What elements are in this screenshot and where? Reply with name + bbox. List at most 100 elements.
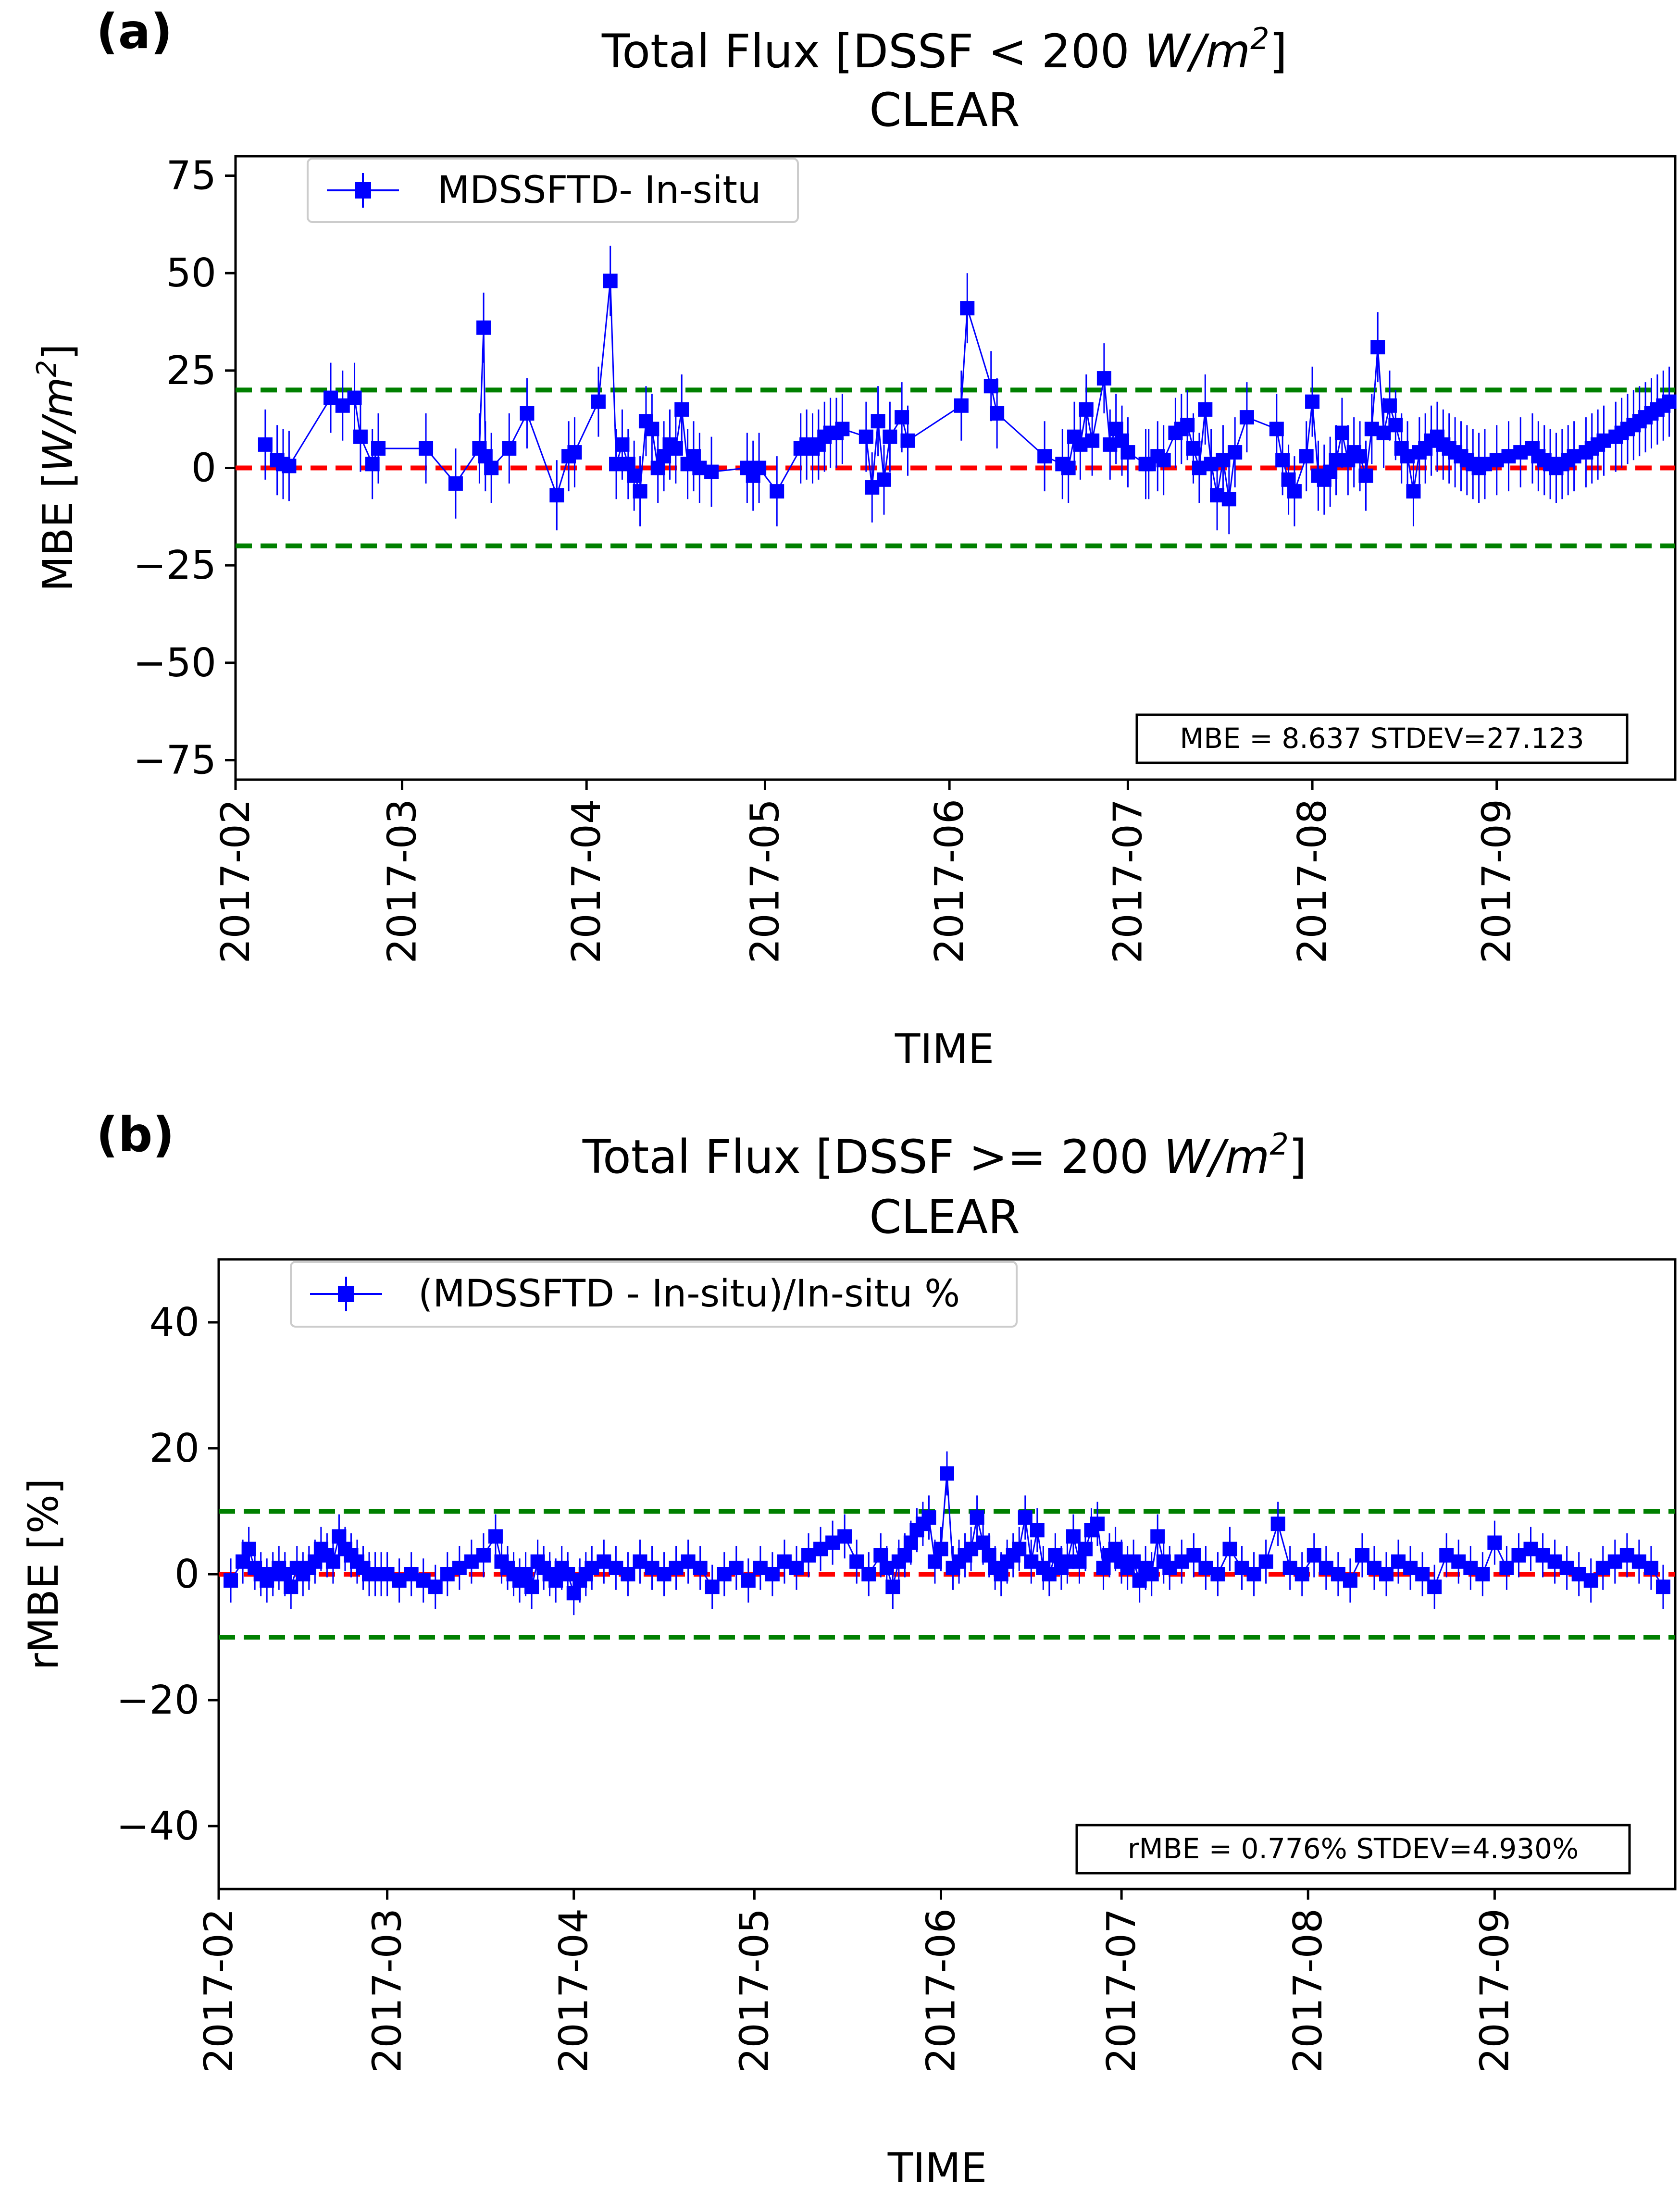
panel-a-data-point (1334, 425, 1349, 440)
panel-b-data-point (741, 1573, 756, 1588)
panel-a-data-point (1287, 484, 1302, 499)
panel-b-title: Total Flux [DSSF >= 200 W/m2] (582, 1127, 1307, 1184)
panel-b-data-point (729, 1560, 744, 1575)
panel-a-xtick-label: 2017-09 (1474, 799, 1520, 964)
panel-b-data-point (1427, 1579, 1442, 1594)
panel-a-legend: MDSSFTD- In-situ (307, 158, 799, 223)
panel-b-data-point (241, 1542, 256, 1556)
panel-b-data-point (681, 1554, 696, 1569)
panel-b-data-point (994, 1567, 1008, 1581)
panel-b-data-point (566, 1586, 581, 1601)
panel-b-data-point (621, 1567, 635, 1581)
panel-a-data-point (347, 390, 362, 405)
panel-b-data-point (777, 1554, 792, 1569)
panel-b-data-point (1439, 1548, 1454, 1563)
panel-a-data-point (900, 433, 915, 448)
panel-b-data-point (1331, 1567, 1345, 1581)
panel-b-data-point (1210, 1567, 1225, 1581)
panel-a-data-point (752, 460, 767, 475)
panel-b-ytick-label: 20 (149, 1426, 199, 1471)
panel-a-xtick-label: 2017-07 (1105, 799, 1151, 964)
panel-b-data-point (1355, 1548, 1369, 1563)
panel-a-ytick-label: −50 (133, 640, 216, 686)
panel-a-ytick-label: −75 (133, 737, 216, 783)
panel-b-data-point (428, 1579, 443, 1594)
panel-a-xtick-label: 2017-05 (742, 799, 788, 964)
panel-b-data-point (404, 1567, 419, 1581)
panel-b-data-point (645, 1560, 660, 1575)
panel-b-xtick-label: 2017-04 (551, 1908, 597, 2073)
panel-a-ylabel: MBE [W/m2] (31, 344, 82, 591)
panel-b-subtitle: CLEAR (869, 1190, 1020, 1244)
panel-b-data-point (885, 1579, 900, 1594)
panel-a-xtick-label: 2017-04 (564, 799, 610, 964)
panel-b-data-point (1607, 1554, 1622, 1569)
panel-a-xtick-label: 2017-06 (927, 799, 972, 964)
panel-b-legend-box (290, 1261, 1018, 1328)
panel-a-data-point (476, 320, 491, 335)
panel-a-data-point (371, 441, 386, 456)
panel-b-stats-text: rMBE = 0.776% STDEV=4.930% (1128, 1832, 1579, 1865)
panel-b-data-point (765, 1567, 780, 1581)
panel-b-data-point (1487, 1535, 1502, 1550)
panel-b-legend-marker (338, 1286, 354, 1302)
panel-a-data-point (1120, 445, 1135, 460)
panel-a-data-point (1239, 410, 1254, 425)
panel-b-data-point (1174, 1554, 1189, 1569)
panel-b-label: (b) (96, 1107, 174, 1163)
panel-b-data-point (1108, 1542, 1123, 1556)
panel-a-data-point (674, 402, 689, 417)
panel-b-data-point (1643, 1560, 1658, 1575)
panel-b-data-point (927, 1554, 942, 1569)
panel-b-data-point (705, 1579, 720, 1594)
panel-a-data-point (954, 398, 969, 413)
panel-b-data-point (1078, 1542, 1093, 1556)
panel-b-data-point (879, 1560, 894, 1575)
panel-b-data-point (1583, 1573, 1598, 1588)
panel-b-data-point (753, 1560, 768, 1575)
panel-a-data-point (1061, 460, 1076, 475)
panel-b-data-point (1631, 1554, 1646, 1569)
panel-b-data-point (633, 1554, 647, 1569)
panel-b-data-point (1559, 1560, 1574, 1575)
panel-b-data-point (1367, 1560, 1381, 1575)
panel-a-data-point (895, 410, 909, 425)
panel-b-data-point (1198, 1560, 1213, 1575)
panel-a-ytick-label: 50 (166, 250, 216, 296)
panel-a-legend-text: MDSSFTD- In-situ (437, 169, 761, 212)
panel-a-data-point (1388, 418, 1403, 433)
panel-b-data-point (982, 1548, 996, 1563)
panel-b-data-point (609, 1560, 623, 1575)
panel-a-data-point (1228, 445, 1243, 460)
panel-a: (a) Total Flux [DSSF < 200 W/m2] CLEAR 7… (31, 3, 1677, 1073)
panel-b-data-point (1319, 1560, 1333, 1575)
panel-a-data-point (1079, 402, 1094, 417)
panel-b-data-point (464, 1554, 479, 1569)
panel-b-data-point (1523, 1542, 1538, 1556)
panel-b-xtick-label: 2017-03 (365, 1908, 411, 2073)
panel-b-data-point (392, 1573, 407, 1588)
panel-a-legend-box (307, 158, 799, 223)
panel-b-data-point (585, 1560, 599, 1575)
panel-a-data-point (627, 468, 642, 483)
panel-a-ytick-label: −25 (133, 543, 216, 588)
panel-b-data-point (325, 1554, 340, 1569)
panel-a-data-point (484, 460, 499, 475)
panel-b-data-point (236, 1554, 250, 1569)
panel-a-data-point (1085, 433, 1100, 448)
panel-a-data-point (1198, 402, 1213, 417)
panel-a-data-point (704, 464, 719, 479)
panel-b-data-point (1024, 1554, 1039, 1569)
panel-a-data-point (835, 422, 850, 436)
panel-b-data-point (873, 1548, 888, 1563)
panel-b: (b) Total Flux [DSSF >= 200 W/m2] CLEAR … (20, 1107, 1677, 2192)
panel-a-xtick-label: 2017-08 (1290, 799, 1335, 964)
panel-b-xtick-label: 2017-06 (918, 1908, 964, 2073)
panel-a-ytick-label: 25 (166, 348, 216, 394)
panel-b-data-point (717, 1567, 732, 1581)
panel-b-data-point (861, 1567, 876, 1581)
panel-b-data-point (813, 1542, 828, 1556)
panel-b-data-point (1619, 1548, 1634, 1563)
panel-a-xtick-label: 2017-03 (380, 799, 425, 964)
panel-a-data-point (549, 488, 564, 503)
